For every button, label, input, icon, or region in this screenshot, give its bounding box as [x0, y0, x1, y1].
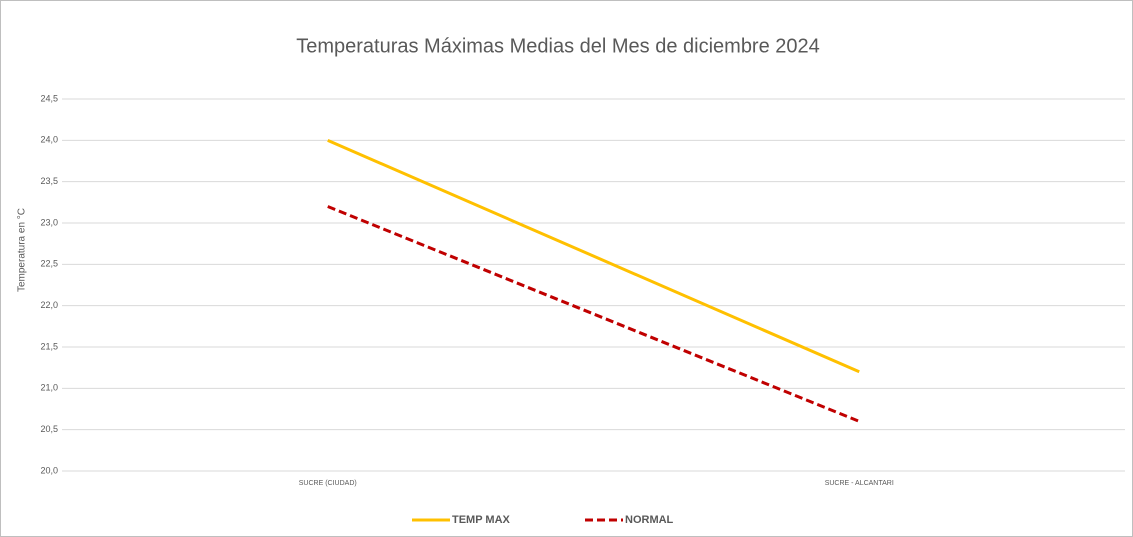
y-tick-label: 23,0 [40, 217, 58, 227]
y-tick-label: 21,0 [40, 383, 58, 393]
y-tick-label: 24,5 [40, 93, 58, 103]
y-tick-label: 24,0 [40, 135, 58, 145]
chart-title: Temperaturas Máximas Medias del Mes de d… [296, 35, 820, 57]
y-tick-label: 22,5 [40, 259, 58, 269]
y-tick-label: 21,5 [40, 341, 58, 351]
y-tick-label: 20,5 [40, 424, 58, 434]
x-tick-label: SUCRE (CIUDAD) [299, 480, 357, 487]
y-tick-label: 22,0 [40, 300, 58, 310]
y-axis-label: Temperatura en °C [17, 208, 28, 292]
legend-label: TEMP MAX [452, 514, 511, 526]
series-line [327, 138, 860, 374]
x-tick-label: SUCRE - ALCANTARI [825, 480, 894, 487]
y-tick-label: 20,0 [40, 465, 58, 475]
y-tick-label: 23,5 [40, 176, 58, 186]
legend-label: NORMAL [625, 514, 674, 526]
